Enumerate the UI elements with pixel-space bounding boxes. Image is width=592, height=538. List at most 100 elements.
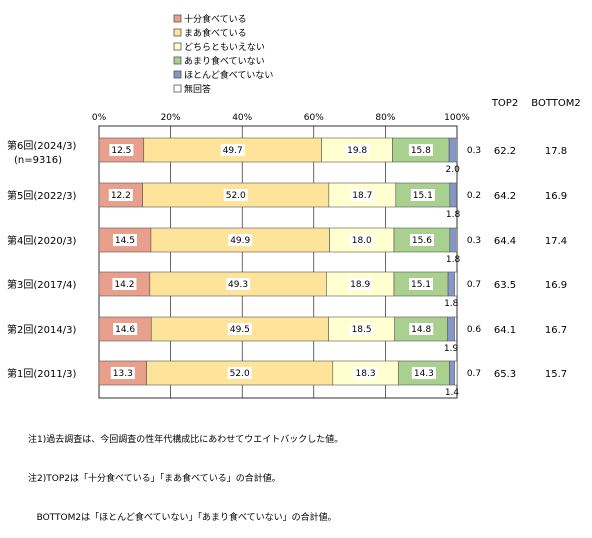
value-label-2-1: 49.9: [230, 236, 250, 246]
top2-value-1: 64.2: [494, 191, 516, 202]
value-label-bg-5-0: [110, 367, 135, 379]
value-label-2-2: 18.0: [352, 236, 372, 246]
plot-frame: [98, 125, 458, 399]
value-label-1-3: 15.1: [413, 191, 433, 201]
bar-seg-0-4: [448, 137, 457, 163]
bar-seg-4-4: [447, 316, 455, 342]
value-label-0-5: 0.3: [467, 146, 481, 156]
bottom2-value-3: 16.9: [545, 280, 567, 291]
value-label-0-1: 49.7: [223, 146, 243, 156]
legend-swatch-1: [173, 28, 182, 37]
category-label-3: 第3回(2017/4): [7, 278, 76, 291]
value-label-bg-2-1: [228, 234, 253, 246]
value-label-4-1: 49.5: [230, 325, 250, 335]
bar-seg-3-4: [447, 271, 455, 297]
value-label-5-2: 18.3: [356, 369, 376, 379]
bar-seg-5-4: [449, 360, 455, 386]
x-tick-label-5: 100%: [444, 113, 470, 123]
bottom2-value-2: 17.4: [545, 236, 567, 247]
value-label-bg-2-2: [349, 234, 374, 246]
value-label-bg-1-0: [108, 189, 133, 201]
value-label-3-5: 0.7: [467, 280, 481, 290]
bottom2-value-0: 17.8: [545, 146, 567, 157]
value-label-3-2: 18.9: [350, 280, 370, 290]
value-label-0-3: 15.8: [411, 146, 431, 156]
bar-seg-2-5: [455, 227, 458, 253]
value-label-1-5: 0.2: [467, 191, 481, 201]
bar-seg-3-5: [454, 271, 458, 297]
value-label-3-4: 1.8: [444, 299, 459, 309]
x-tick-label-2: 40%: [232, 113, 252, 123]
category-label-4: 第2回(2014/3): [7, 323, 76, 336]
bottom2-value-4: 16.7: [545, 325, 567, 336]
value-label-bg-0-1: [220, 144, 245, 156]
value-label-4-0: 14.6: [115, 325, 135, 335]
value-label-1-0: 12.2: [111, 191, 131, 201]
value-label-bg-0-0: [109, 144, 134, 156]
legend-swatch-5: [173, 84, 182, 93]
value-label-bg-3-0: [112, 278, 137, 290]
value-label-5-3: 14.3: [414, 369, 434, 379]
bar-seg-0-5: [455, 137, 458, 163]
value-label-bg-1-1: [223, 189, 248, 201]
value-label-bg-0-3: [408, 144, 433, 156]
bar-seg-4-5: [454, 316, 457, 342]
category-label-0: 第6回(2024/3): [7, 139, 76, 152]
summary-header-top2: TOP2: [491, 98, 518, 109]
x-tick-label-1: 20%: [161, 113, 181, 123]
legend-label-2: どちらともいえない: [184, 42, 265, 53]
value-label-bg-4-1: [227, 323, 252, 335]
top2-value-2: 64.4: [494, 236, 516, 247]
value-label-2-0: 14.5: [115, 236, 135, 246]
top2-value-0: 62.2: [494, 146, 516, 157]
legend-label-3: あまり食べていない: [184, 55, 265, 67]
legend-swatch-4: [173, 70, 182, 79]
legend-label-1: まあ食べている: [184, 27, 247, 39]
value-label-3-3: 15.1: [411, 280, 431, 290]
value-label-bg-2-3: [409, 234, 434, 246]
value-label-0-0: 12.5: [111, 146, 131, 156]
legend-swatch-0: [173, 14, 182, 23]
top2-value-3: 63.5: [494, 280, 516, 291]
note-2: 注2)TOP2は「十分食べている」「まあ食べている」の合計値。: [28, 474, 281, 484]
top2-value-5: 65.3: [494, 369, 516, 380]
value-label-bg-0-2: [345, 144, 370, 156]
value-label-2-3: 15.6: [412, 236, 432, 246]
value-label-4-3: 14.8: [411, 325, 431, 335]
legend-label-0: 十分食べている: [184, 13, 247, 25]
summary-header-bottom2: BOTTOM2: [531, 98, 580, 109]
bar-seg-1-4: [449, 182, 457, 208]
stacked-bar-chart: 十分食べているまあ食べているどちらともいえないあまり食べていないほとんど食べてい…: [7, 13, 581, 399]
value-label-bg-1-2: [350, 189, 375, 201]
value-label-1-2: 18.7: [352, 191, 372, 201]
value-label-4-2: 18.5: [352, 325, 372, 335]
value-label-bg-3-3: [409, 278, 434, 290]
value-label-2-5: 0.3: [467, 236, 481, 246]
value-label-3-0: 14.2: [114, 280, 134, 290]
value-label-bg-3-1: [226, 278, 251, 290]
value-label-1-1: 52.0: [226, 191, 246, 201]
note-3: BOTTOM2は「ほとんど食べていない」「あまり食べていない」の合計値。: [28, 513, 337, 523]
value-label-3-1: 49.3: [228, 280, 248, 290]
value-label-bg-4-0: [113, 323, 138, 335]
legend-label-5: 無回答: [184, 83, 211, 95]
bar-seg-1-5: [455, 182, 458, 208]
x-tick-label-3: 60%: [304, 113, 324, 123]
value-label-5-4: 1.4: [445, 388, 460, 398]
legend-swatch-2: [173, 42, 182, 51]
note-1: 注1)過去調査は、今回調査の性年代構成比にあわせてウエイトバックした値。: [28, 435, 344, 445]
x-tick-label-0: 0%: [92, 113, 107, 123]
x-tick-label-4: 80%: [375, 113, 395, 123]
category-label-1: 第5回(2022/3): [7, 189, 76, 202]
category-sublabel-0: (n=9316): [14, 155, 62, 166]
value-label-4-5: 0.6: [467, 325, 482, 335]
value-label-bg-1-3: [410, 189, 435, 201]
value-label-4-4: 1.9: [444, 344, 459, 354]
chart-notes: 注1)過去調査は、今回調査の性年代構成比にあわせてウエイトバックした値。 注2)…: [28, 408, 343, 538]
legend-label-4: ほとんど食べていない: [184, 69, 273, 81]
value-label-bg-5-2: [353, 367, 378, 379]
bottom2-value-1: 16.9: [545, 191, 567, 202]
category-label-2: 第4回(2020/3): [7, 234, 76, 247]
value-label-bg-2-0: [112, 234, 137, 246]
bar-seg-2-4: [449, 227, 457, 253]
